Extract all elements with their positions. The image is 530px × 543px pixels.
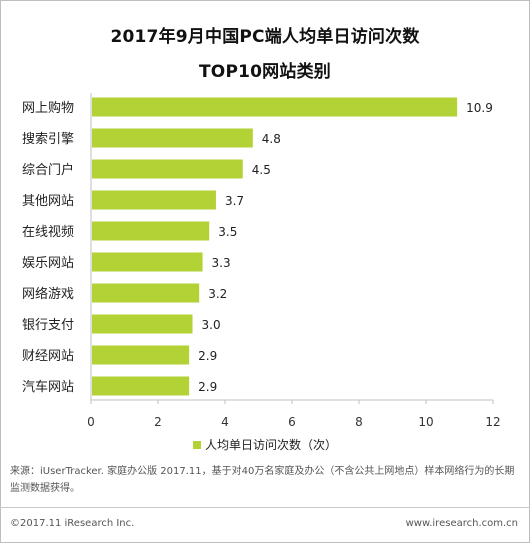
category-label: 综合门户 bbox=[22, 162, 74, 178]
data-label: 4.8 bbox=[262, 132, 281, 146]
x-tick-label: 10 bbox=[418, 415, 433, 429]
category-label: 在线视频 bbox=[22, 225, 74, 240]
category-label: 汽车网站 bbox=[22, 379, 74, 395]
data-label: 3.5 bbox=[218, 225, 237, 239]
category-label: 网上购物 bbox=[22, 100, 74, 116]
bar bbox=[92, 314, 193, 334]
copyright-text: ©2017.11 iResearch Inc. bbox=[10, 518, 135, 529]
category-label: 银行支付 bbox=[22, 318, 74, 333]
data-label: 2.9 bbox=[198, 380, 217, 394]
data-label: 2.9 bbox=[198, 349, 217, 363]
data-label: 3.0 bbox=[202, 318, 221, 332]
bar bbox=[92, 128, 253, 148]
chart-title-line2: TOP10网站类别 bbox=[199, 62, 331, 82]
category-label: 搜索引擎 bbox=[22, 132, 74, 147]
data-label: 4.5 bbox=[252, 163, 271, 177]
category-label: 娱乐网站 bbox=[22, 256, 74, 271]
x-tick-label: 8 bbox=[355, 415, 363, 429]
category-label: 财经网站 bbox=[22, 349, 74, 364]
bar bbox=[92, 376, 190, 396]
x-tick-label: 0 bbox=[87, 415, 95, 429]
data-label: 3.2 bbox=[208, 287, 227, 301]
website-url: www.iresearch.com.cn bbox=[405, 518, 518, 529]
x-tick-label: 4 bbox=[221, 415, 229, 429]
chart-legend: 人均单日访问次数（次） bbox=[0, 436, 530, 453]
data-label: 10.9 bbox=[466, 101, 493, 115]
x-tick-label: 6 bbox=[288, 415, 296, 429]
bar bbox=[92, 252, 203, 272]
bar bbox=[92, 221, 210, 241]
category-label: 网络游戏 bbox=[22, 286, 74, 302]
chart-title-line1: 2017年9月中国PC端人均单日访问次数 bbox=[110, 27, 420, 47]
data-label: 3.3 bbox=[212, 256, 231, 270]
bar bbox=[92, 283, 200, 303]
legend-swatch bbox=[192, 441, 201, 449]
x-tick-label: 2 bbox=[154, 415, 162, 429]
bar bbox=[92, 190, 216, 210]
source-note: 来源：iUserTracker. 家庭办公版 2017.11，基于对40万名家庭… bbox=[10, 466, 515, 494]
category-label: 其他网站 bbox=[22, 194, 74, 209]
bar bbox=[92, 345, 190, 365]
legend-label: 人均单日访问次数（次） bbox=[204, 438, 337, 452]
data-label: 3.7 bbox=[225, 194, 244, 208]
bar bbox=[92, 97, 458, 117]
footer-divider bbox=[0, 507, 530, 508]
bar bbox=[92, 159, 243, 179]
x-tick-label: 12 bbox=[485, 415, 500, 429]
